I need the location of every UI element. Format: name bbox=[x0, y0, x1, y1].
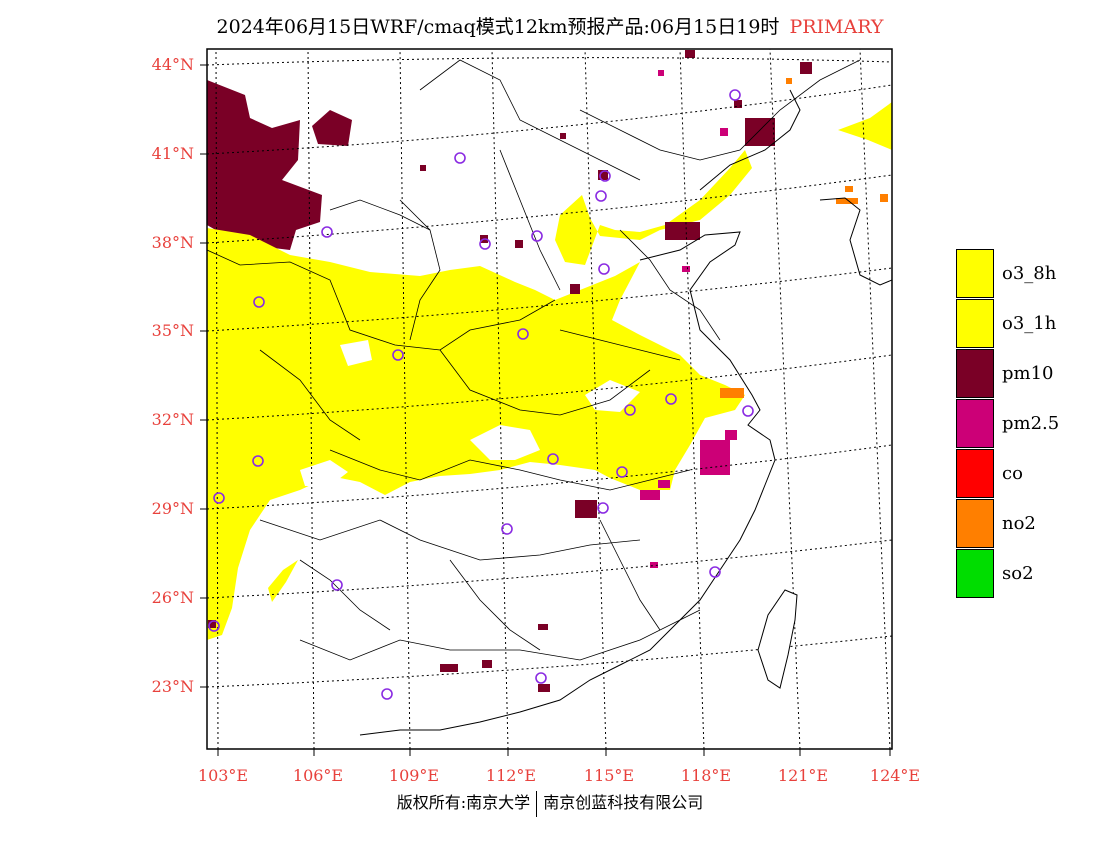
legend-label: so2 bbox=[1002, 563, 1034, 584]
pm10-region-north bbox=[312, 110, 352, 146]
no2-patches bbox=[720, 78, 888, 398]
legend-item-o3-8h: o3_8h bbox=[956, 249, 1056, 299]
axis-ticks bbox=[200, 64, 891, 756]
legend-label: o3_1h bbox=[1002, 313, 1057, 334]
map-title: 2024年06月15日WRF/cmaq模式12km预报产品:06月15日19时 P… bbox=[0, 12, 1100, 39]
lat-tick-label: 38°N bbox=[151, 233, 194, 252]
lat-tick-label: 41°N bbox=[151, 144, 194, 163]
lat-tick-label: 23°N bbox=[151, 677, 194, 696]
o3-region-northeast bbox=[838, 102, 892, 150]
station-markers bbox=[208, 89, 754, 700]
lon-tick-label: 124°E bbox=[869, 766, 921, 785]
pm25-patches bbox=[640, 70, 737, 568]
pm10-region-northwest bbox=[207, 80, 322, 250]
map-layers bbox=[207, 49, 892, 749]
o3-region-north-plume bbox=[555, 150, 752, 265]
legend-item-o3-1h: o3_1h bbox=[956, 299, 1056, 349]
lon-tick-label: 103°E bbox=[197, 766, 249, 785]
coastline-bohai bbox=[699, 89, 801, 191]
pm10-patches bbox=[208, 50, 812, 692]
legend-item-pm10: pm10 bbox=[956, 349, 1054, 399]
legend-swatch bbox=[956, 399, 994, 448]
taiwan-outline bbox=[757, 589, 798, 689]
graticule bbox=[207, 49, 892, 749]
lon-tick-label: 112°E bbox=[485, 766, 537, 785]
o3-region-southwest bbox=[268, 560, 298, 602]
title-text: 2024年06月15日WRF/cmaq模式12km预报产品:06月15日19时 bbox=[216, 16, 780, 38]
legend-label: o3_8h bbox=[1002, 263, 1057, 284]
legend-swatch bbox=[956, 249, 994, 298]
o3-region-main bbox=[207, 228, 745, 640]
map-frame bbox=[206, 48, 893, 750]
legend-label: pm2.5 bbox=[1002, 413, 1060, 434]
coastline-korea bbox=[819, 197, 892, 286]
legend-swatch bbox=[956, 349, 994, 398]
lon-tick-label: 106°E bbox=[292, 766, 344, 785]
coastline bbox=[359, 231, 776, 736]
lat-tick-label: 29°N bbox=[151, 499, 194, 518]
legend-label: pm10 bbox=[1002, 363, 1054, 384]
legend-swatch bbox=[956, 549, 994, 598]
lat-tick-label: 26°N bbox=[151, 588, 194, 607]
lat-tick-label: 35°N bbox=[151, 321, 194, 340]
copyright-footer: 版权所有:南京大学 南京创蓝科技有限公司 bbox=[0, 789, 1100, 817]
legend-item-pm25: pm2.5 bbox=[956, 399, 1059, 449]
legend-label: co bbox=[1002, 463, 1023, 484]
lon-tick-label: 109°E bbox=[388, 766, 440, 785]
lon-tick-label: 115°E bbox=[583, 766, 635, 785]
legend-swatch bbox=[956, 299, 994, 348]
lon-tick-label: 118°E bbox=[680, 766, 732, 785]
copyright-company: 南京创蓝科技有限公司 bbox=[543, 793, 704, 812]
lat-tick-label: 44°N bbox=[151, 55, 194, 74]
legend-swatch bbox=[956, 499, 994, 548]
primary-label: PRIMARY bbox=[789, 16, 884, 38]
footer-divider bbox=[536, 790, 538, 817]
legend-item-co: co bbox=[956, 449, 1026, 499]
copyright-owner: 版权所有:南京大学 bbox=[396, 793, 531, 812]
boundaries bbox=[207, 59, 861, 661]
lat-tick-label: 32°N bbox=[151, 410, 194, 429]
legend-item-so2: so2 bbox=[956, 549, 1034, 599]
legend-swatch bbox=[956, 449, 994, 498]
legend-item-no2: no2 bbox=[956, 499, 1036, 549]
legend: o3_8h o3_1h pm10 pm2.5 co no2 so2 bbox=[956, 249, 1059, 599]
legend-label: no2 bbox=[1002, 513, 1036, 534]
lon-tick-label: 121°E bbox=[777, 766, 829, 785]
